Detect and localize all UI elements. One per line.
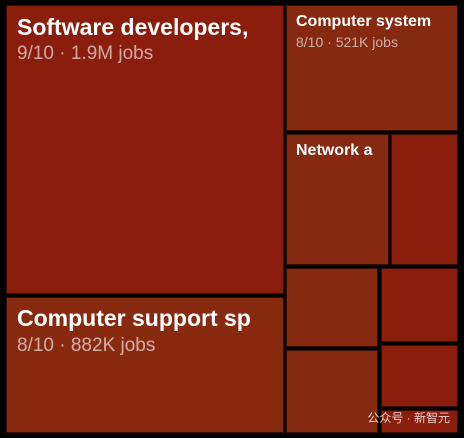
tile: Software developers, 9/10 · 1.9M jobs (6, 5, 284, 294)
tile: Computer system 8/10 · 521K jobs (286, 5, 458, 131)
tile (286, 350, 378, 433)
tile-label: Network a (296, 142, 373, 159)
tile-label: Computer support sp (17, 305, 251, 331)
tile (381, 268, 458, 342)
tile-detail: 9/10 · 1.9M jobs (17, 43, 154, 64)
tile (391, 134, 458, 265)
tile (286, 268, 378, 347)
tile-label: Software developers, (17, 14, 249, 40)
tile-label: Computer system (296, 13, 432, 30)
tile: Network a (286, 134, 389, 265)
watermark: 公众号 · 新智元 (367, 411, 450, 425)
tile-detail: 8/10 · 521K jobs (296, 34, 398, 50)
tile: Computer support sp 8/10 · 882K jobs (6, 297, 284, 433)
tile (381, 345, 458, 407)
tile-detail: 8/10 · 882K jobs (17, 335, 156, 356)
tile (381, 410, 458, 433)
